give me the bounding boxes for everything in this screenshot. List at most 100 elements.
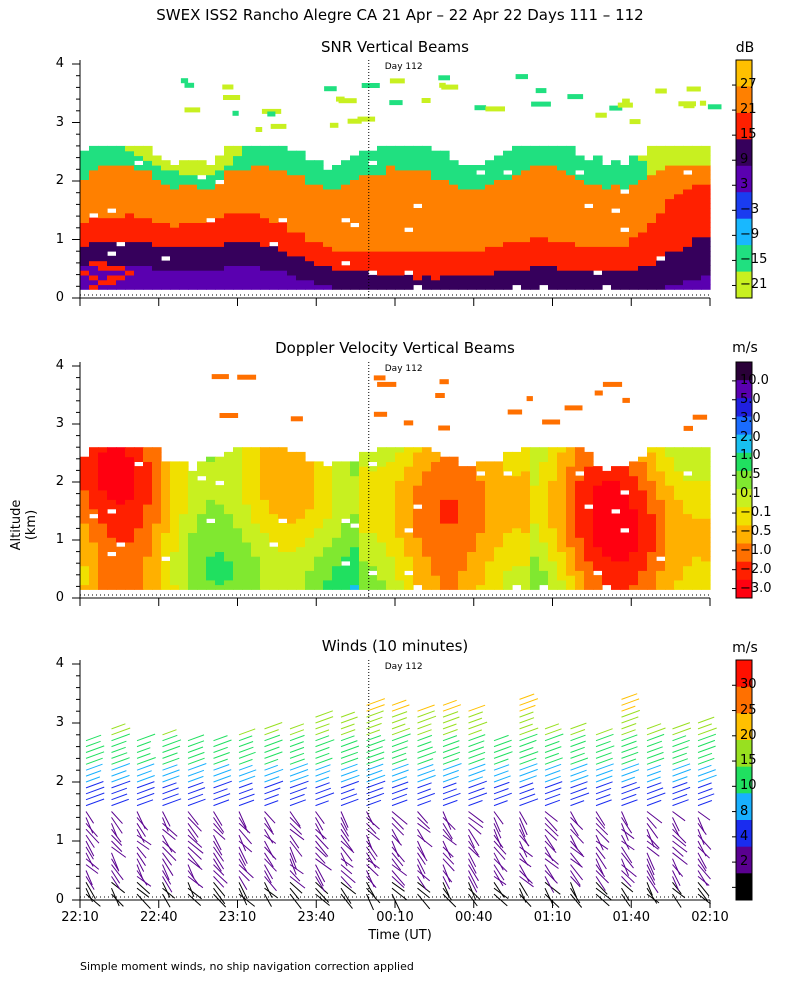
panel-1-ytick-label-4: 4 bbox=[55, 358, 64, 373]
colorbar-swatch bbox=[736, 112, 752, 140]
panel-1-ytick-label-3: 3 bbox=[55, 416, 64, 431]
panel-1-day-label: Day 112 bbox=[384, 364, 423, 374]
colorbar-swatch bbox=[736, 561, 752, 581]
panel-0-field bbox=[80, 74, 722, 290]
colorbar-swatch bbox=[736, 686, 752, 714]
panel-title-winds: Winds (10 minutes) bbox=[321, 637, 469, 655]
panel-2-colorbar-label: 10 bbox=[740, 778, 757, 794]
panel-1-colorbar bbox=[732, 361, 753, 599]
panel-2-ytick-label-2: 2 bbox=[55, 774, 64, 789]
panel-0-colorbar-label: −15 bbox=[740, 252, 768, 268]
colorbar-swatch bbox=[736, 192, 752, 220]
y-axis-label: Altitude (km) bbox=[9, 499, 39, 551]
colorbar-swatch bbox=[736, 846, 752, 874]
panel-1-colorbar-label: −0.1 bbox=[740, 505, 772, 521]
colorbar-swatch bbox=[736, 362, 752, 381]
footnote: Simple moment winds, no ship navigation … bbox=[80, 960, 414, 973]
panel-0-ytick-label-0: 0 bbox=[55, 290, 64, 305]
colorbar-swatch bbox=[736, 713, 752, 741]
colorbar-swatch bbox=[736, 165, 752, 193]
panel-0-colorbar-label: −3 bbox=[740, 202, 760, 218]
panel-2-colorbar-label: 4 bbox=[740, 828, 749, 844]
panel-2-ytick-label-0: 0 bbox=[55, 892, 64, 907]
panel-2-colorbar bbox=[732, 659, 753, 901]
panel-1-colorbar-label: −0.5 bbox=[740, 523, 772, 539]
panel-0-ytick-label-4: 4 bbox=[55, 56, 64, 71]
panel-2-ytick-label-4: 4 bbox=[55, 656, 64, 671]
colorbar-swatch bbox=[736, 820, 752, 848]
colorbar-swatch bbox=[736, 434, 752, 454]
x-tick-label-0010: 00:10 bbox=[376, 910, 414, 925]
panel-0-colorbar-label: 27 bbox=[740, 77, 757, 93]
panel-0-colorbar-label: 15 bbox=[740, 127, 757, 143]
colorbar-swatch bbox=[736, 873, 752, 901]
panel-2-day-label: Day 112 bbox=[384, 662, 423, 672]
x-tick-label-2340: 23:40 bbox=[297, 910, 335, 925]
panel-2-field bbox=[85, 693, 717, 912]
panel-1-colorbar-label: −2.0 bbox=[740, 561, 772, 577]
colorbar-swatch bbox=[736, 218, 752, 246]
panel-1-colorbar-label: 0.5 bbox=[740, 467, 761, 483]
colorbar-units-doppler: m/s bbox=[732, 340, 758, 356]
panel-0-colorbar-label: 21 bbox=[740, 102, 757, 118]
x-tick-label-2210: 22:10 bbox=[61, 910, 99, 925]
panel-0-colorbar-label: 9 bbox=[740, 152, 749, 168]
panel-2-colorbar-label: 25 bbox=[740, 702, 757, 718]
panel-2-colorbar-label: 20 bbox=[740, 727, 757, 743]
panel-1-colorbar-label: 0.1 bbox=[740, 486, 761, 502]
x-tick-label-0210: 02:10 bbox=[691, 910, 729, 925]
panel-1-field bbox=[80, 374, 711, 590]
colorbar-swatch bbox=[736, 416, 752, 436]
colorbar-swatch bbox=[736, 543, 752, 563]
colorbar-swatch bbox=[736, 139, 752, 167]
panel-title-doppler: Doppler Velocity Vertical Beams bbox=[275, 339, 515, 357]
x-tick-label-0110: 01:10 bbox=[533, 910, 572, 925]
colorbar-swatch bbox=[736, 740, 752, 768]
panel-title-snr: SNR Vertical Beams bbox=[321, 38, 469, 56]
panel-0-colorbar bbox=[732, 59, 753, 299]
colorbar-swatch bbox=[736, 245, 752, 272]
panel-2-ytick-label-3: 3 bbox=[55, 715, 64, 730]
panel-1-colorbar-label: −3.0 bbox=[740, 580, 772, 596]
panel-0-ytick-label-2: 2 bbox=[55, 173, 64, 188]
colorbar-units-winds: m/s bbox=[732, 640, 758, 656]
panel-1-colorbar-label: 2.0 bbox=[740, 429, 761, 445]
colorbar-swatch bbox=[736, 489, 752, 508]
colorbar-swatch bbox=[736, 452, 752, 472]
x-tick-label-2240: 22:40 bbox=[140, 910, 178, 925]
panel-0-ytick-label-1: 1 bbox=[55, 231, 64, 247]
colorbar-swatch bbox=[736, 86, 752, 114]
colorbar-swatch bbox=[736, 398, 752, 417]
panel-1-ytick-label-0: 0 bbox=[55, 590, 64, 605]
colorbar-swatch bbox=[736, 660, 752, 688]
panel-2-colorbar-label: 15 bbox=[740, 753, 757, 769]
panel-0-colorbar-label: −9 bbox=[740, 227, 760, 243]
panel-1-colorbar-label: 5.0 bbox=[740, 391, 761, 407]
x-tick-label-0140: 01:40 bbox=[612, 910, 650, 925]
colorbar-swatch bbox=[736, 579, 752, 599]
panel-1-colorbar-label: 1.0 bbox=[740, 448, 761, 464]
colorbar-swatch bbox=[736, 60, 752, 87]
x-axis-label: Time (UT) bbox=[368, 928, 432, 943]
colorbar-swatch bbox=[736, 380, 752, 399]
panel-0-colorbar-label: −21 bbox=[740, 277, 768, 293]
panel-2-ytick-label-1: 1 bbox=[55, 833, 64, 848]
panel-2-colorbar-label: 2 bbox=[740, 854, 749, 870]
colorbar-swatch bbox=[736, 766, 752, 794]
panel-1-colorbar-label: −1.0 bbox=[740, 542, 772, 558]
colorbar-units-snr: dB bbox=[735, 40, 755, 56]
panel-1-ytick-label-2: 2 bbox=[55, 474, 64, 489]
colorbar-swatch bbox=[736, 470, 752, 490]
colorbar-swatch bbox=[736, 525, 752, 545]
colorbar-swatch bbox=[736, 507, 752, 526]
colorbar-swatch bbox=[736, 793, 752, 821]
panel-2-colorbar-label: 30 bbox=[740, 677, 757, 693]
panel-0-day-label: Day 112 bbox=[384, 62, 423, 72]
panel-0-ytick-label-3: 3 bbox=[55, 114, 64, 130]
panel-2-colorbar-label: 0 bbox=[740, 879, 749, 895]
panel-1-colorbar-label: 3.0 bbox=[740, 410, 761, 426]
panel-1-ytick-label-1: 1 bbox=[55, 532, 64, 547]
panel-2-colorbar-label: 8 bbox=[740, 803, 749, 819]
main-title: SWEX ISS2 Rancho Alegre CA 21 Apr – 22 A… bbox=[156, 6, 644, 24]
